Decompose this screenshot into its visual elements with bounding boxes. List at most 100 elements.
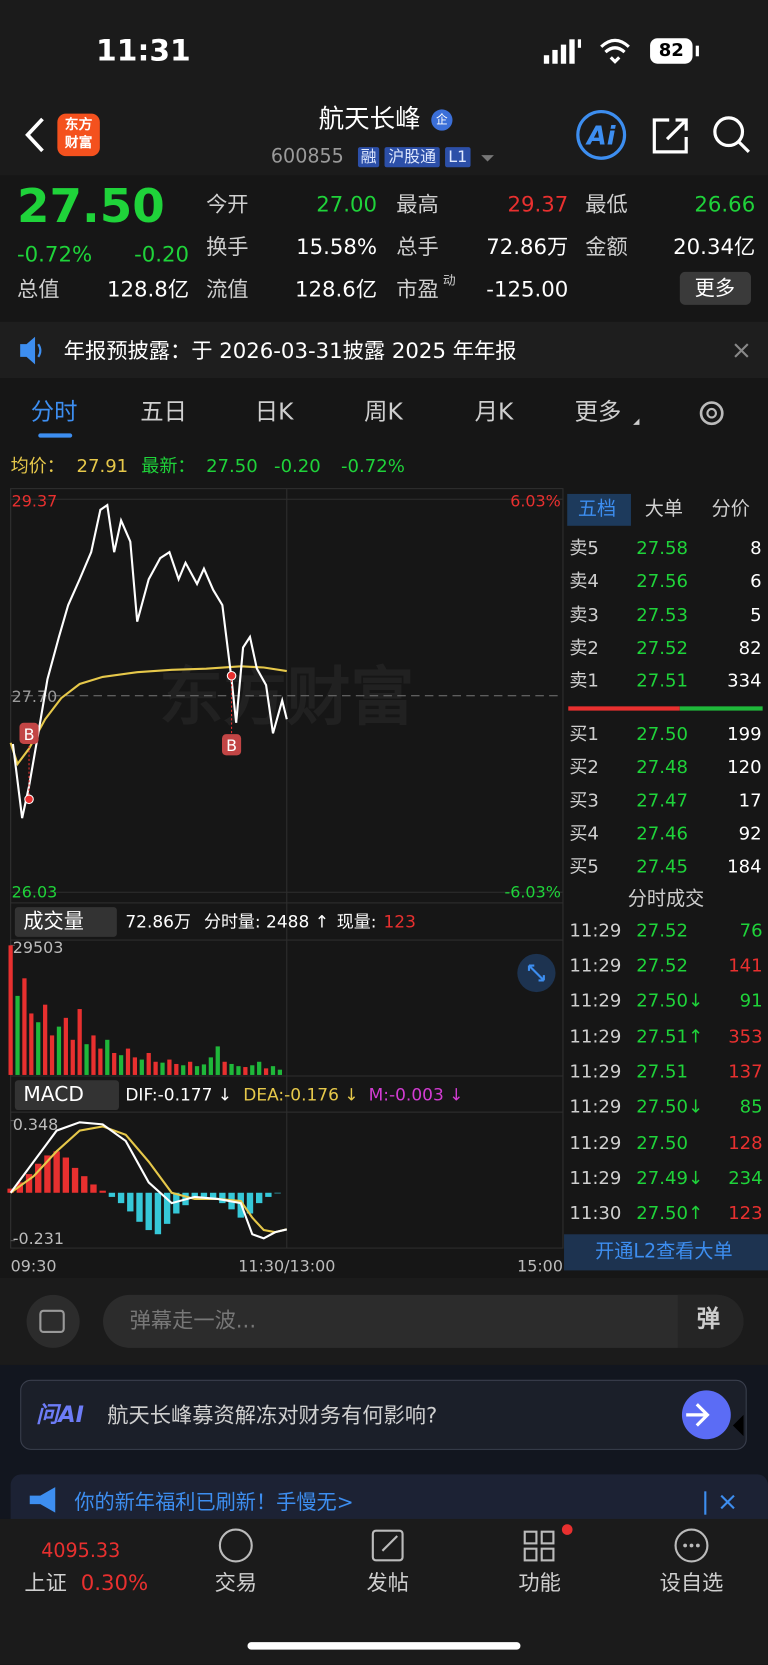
index-change: 0.30% bbox=[80, 1569, 149, 1596]
volume-bar bbox=[105, 1039, 110, 1075]
bottom-icons bbox=[29, 1309, 749, 1563]
volume-bar bbox=[174, 1063, 179, 1075]
trade-price: 27.51 bbox=[636, 1061, 688, 1083]
volume-bar bbox=[56, 1026, 62, 1075]
header-icons: Ai bbox=[25, 38, 750, 162]
notice-bg bbox=[0, 321, 768, 379]
badge: 企 bbox=[436, 113, 448, 127]
avg-label: 均价： bbox=[10, 456, 65, 478]
stat-value: 27.00 bbox=[316, 191, 378, 217]
level-label: 买5 bbox=[569, 856, 599, 878]
nav-item[interactable]: 交易 bbox=[214, 1569, 258, 1596]
change: -0.20 bbox=[134, 241, 190, 267]
promo-bg[interactable] bbox=[10, 1474, 768, 1522]
trade-volume: 128 bbox=[728, 1132, 763, 1155]
macd-bar bbox=[209, 1192, 217, 1199]
ask-ai-box[interactable] bbox=[20, 1379, 747, 1450]
orderbook-tab[interactable]: 大单 bbox=[644, 498, 683, 521]
volume-bar bbox=[243, 1067, 248, 1075]
volume-bar bbox=[277, 1069, 283, 1075]
share[interactable] bbox=[652, 118, 688, 154]
stock-code: 600855 bbox=[270, 145, 344, 168]
period-tab[interactable]: 五日 bbox=[140, 399, 187, 426]
y-tick-label: 29.37 bbox=[12, 492, 58, 511]
macd-bar bbox=[127, 1192, 134, 1212]
stat-label: 最低 bbox=[585, 191, 628, 217]
nav-item[interactable]: 功能 bbox=[518, 1569, 561, 1596]
back[interactable] bbox=[25, 117, 44, 153]
nav-item[interactable]: 发帖 bbox=[366, 1569, 409, 1596]
danmaku-button[interactable] bbox=[677, 1294, 744, 1348]
level-label: 买4 bbox=[569, 823, 599, 845]
buy-marker-dot bbox=[226, 670, 237, 681]
trade-volume: 76 bbox=[739, 920, 763, 942]
trade-time: 11:29 bbox=[569, 955, 622, 977]
orderbook-tab-active[interactable] bbox=[567, 493, 631, 526]
x-tick-label: 09:30 bbox=[11, 1256, 57, 1275]
y2-tick-label: -6.03% bbox=[505, 883, 561, 902]
volume-bar bbox=[194, 1066, 200, 1075]
more-button[interactable]: 更多 bbox=[694, 276, 736, 301]
volume-bar bbox=[63, 1017, 68, 1075]
period-tab[interactable]: 分时 bbox=[30, 399, 78, 426]
l2-banner[interactable]: 开通L2查看大单 bbox=[595, 1240, 733, 1263]
level-volume: 199 bbox=[727, 723, 762, 746]
volume-bar bbox=[43, 1004, 48, 1075]
indicator-select[interactable]: 成交量 bbox=[23, 909, 84, 934]
trade-price: 27.50↓ bbox=[636, 990, 704, 1012]
danmaku-input[interactable] bbox=[103, 1294, 744, 1348]
danmaku-input[interactable]: 弹幕走一波... bbox=[129, 1307, 257, 1334]
danmaku-icon[interactable] bbox=[26, 1294, 80, 1348]
y2-tick-label: 6.03% bbox=[510, 492, 561, 511]
danmaku-send[interactable]: 弹 bbox=[696, 1306, 721, 1334]
trade-time: 11:29 bbox=[569, 1167, 622, 1190]
l2-banner-bg[interactable] bbox=[564, 1234, 768, 1271]
period-tab[interactable]: 日K bbox=[254, 399, 294, 426]
stat-value: 29.37 bbox=[507, 191, 569, 217]
level-price: 27.58 bbox=[636, 538, 688, 560]
volume-bar bbox=[188, 1061, 193, 1075]
trade-volume: 141 bbox=[728, 955, 763, 977]
orderbook-tab[interactable]: 分价 bbox=[711, 498, 750, 521]
trade-price: 27.50↑ bbox=[636, 1202, 704, 1225]
trade-price: 27.51↑ bbox=[636, 1026, 704, 1048]
macd-dif: DIF:-0.177 ↓ bbox=[125, 1084, 233, 1105]
stat-label: 市盈 bbox=[396, 276, 439, 302]
volume-bar bbox=[132, 1057, 138, 1075]
latest-change-pct: -0.72% bbox=[340, 456, 405, 478]
level-price: 27.56 bbox=[636, 570, 688, 593]
macd-label-box[interactable] bbox=[14, 1080, 119, 1110]
orderbook-tab[interactable]: 五档 bbox=[577, 498, 617, 521]
period-tab[interactable]: 周K bbox=[364, 399, 403, 426]
macd-bar bbox=[90, 1184, 97, 1193]
more-button[interactable] bbox=[679, 271, 751, 305]
tag: 沪股通 bbox=[384, 147, 440, 168]
ask-ai-question[interactable]: 航天长峰募资解冻对财务有何影响? bbox=[107, 1402, 438, 1428]
period-tab[interactable]: 更多 bbox=[574, 399, 622, 426]
period-tab[interactable]: 月K bbox=[474, 399, 514, 426]
level-volume: 92 bbox=[738, 823, 762, 845]
trade-volume: 353 bbox=[728, 1026, 763, 1048]
current-volume: 123 bbox=[383, 911, 416, 932]
home-indicator bbox=[247, 1642, 521, 1650]
level-label: 卖5 bbox=[569, 538, 599, 560]
volume-bar bbox=[15, 995, 20, 1075]
nav-item[interactable]: 设自选 bbox=[659, 1569, 724, 1596]
vol-label-box[interactable] bbox=[14, 907, 117, 937]
buy-marker-box bbox=[19, 722, 39, 745]
search[interactable] bbox=[713, 116, 745, 148]
orderbook-buy-bar bbox=[679, 706, 763, 711]
y-tick-label: 27.70 bbox=[12, 687, 58, 706]
macd-bar bbox=[145, 1192, 152, 1231]
volume-bar bbox=[201, 1064, 207, 1075]
promo[interactable]: 你的新年福利已刷新！手慢无> bbox=[74, 1490, 354, 1515]
indicator-select[interactable]: MACD bbox=[23, 1082, 84, 1107]
trades-title[interactable]: 分时成交 bbox=[627, 887, 705, 911]
volume-bar bbox=[160, 1062, 165, 1075]
trade-price: 27.52 bbox=[636, 955, 688, 977]
stat-value: 15.58% bbox=[296, 233, 378, 260]
notice[interactable]: 年报预披露：于 2026-03-31披露 2025 年年报 bbox=[63, 337, 517, 364]
buy-marker-label: B bbox=[226, 736, 237, 755]
ai-button[interactable] bbox=[576, 109, 627, 160]
